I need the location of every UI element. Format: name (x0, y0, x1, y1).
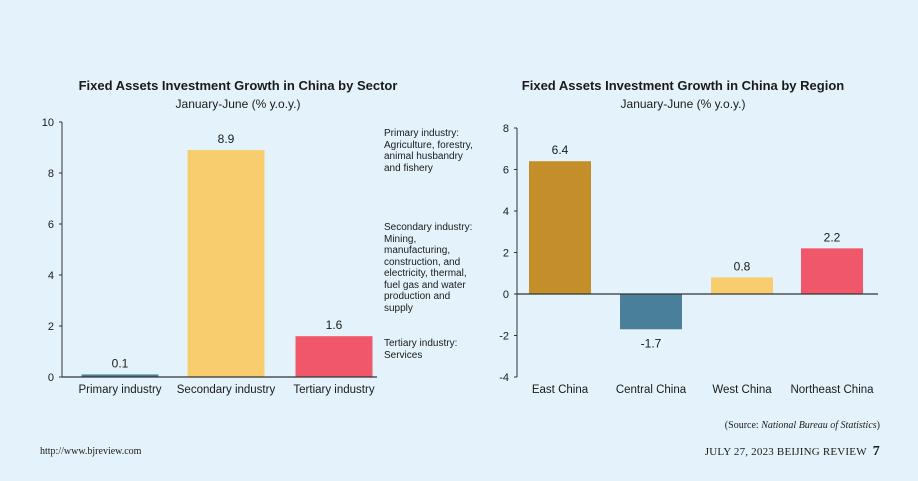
y-tick-label: 2 (48, 321, 54, 333)
value-label-west-china: 0.8 (734, 259, 751, 273)
secondary-industry-note: Secondary industry: Mining, manufacturin… (384, 222, 473, 314)
y-tick-label: 8 (48, 168, 54, 180)
y-tick-label: 0 (48, 372, 54, 384)
source-name: National Bureau of Statistics (761, 420, 877, 431)
category-label-primary-industry: Primary industry (78, 384, 161, 396)
category-label-tertiary-industry: Tertiary industry (293, 384, 374, 396)
bar-central-china (620, 294, 682, 330)
y-tick-label: 8 (503, 123, 509, 135)
footer-issue: JULY 27, 2023 BEIJING REVIEW 7 (705, 444, 880, 460)
category-label-secondary-industry: Secondary industry (177, 384, 276, 396)
primary-industry-note: Primary industry: Agriculture, forestry,… (384, 128, 473, 174)
value-label-northeast-china: 2.2 (824, 230, 841, 244)
source-prefix: (Source: (724, 420, 762, 431)
y-tick-label: 4 (48, 270, 54, 282)
y-tick-label: -4 (499, 372, 509, 384)
category-label-central-china: Central China (616, 384, 687, 396)
value-label-secondary-industry: 8.9 (218, 132, 235, 146)
value-label-primary-industry: 0.1 (112, 356, 129, 370)
value-label-east-china: 6.4 (552, 143, 569, 157)
bar-primary-industry (81, 374, 159, 377)
y-tick-label: 4 (503, 206, 509, 218)
category-label-east-china: East China (532, 384, 589, 396)
bar-northeast-china (801, 248, 863, 294)
y-tick-label: 6 (48, 219, 54, 231)
region-chart-subtitle: January-June (% y.o.y.) (620, 97, 746, 111)
tertiary-industry-note: Tertiary industry: Services (384, 338, 458, 361)
footer-issue-text: JULY 27, 2023 BEIJING REVIEW (704, 446, 867, 458)
footer-url: http://www.bjreview.com (40, 446, 142, 457)
source-credit: (Source: National Bureau of Statistics) (725, 420, 880, 431)
y-tick-label: 0 (503, 289, 509, 301)
y-tick-label: -2 (499, 331, 509, 343)
category-label-northeast-china: Northeast China (790, 384, 874, 396)
bar-tertiary-industry (295, 336, 373, 377)
bar-east-china (529, 161, 591, 294)
y-tick-label: 6 (503, 165, 509, 177)
sector-chart-title: Fixed Assets Investment Growth in China … (78, 78, 398, 93)
page-number: 7 (872, 444, 880, 459)
source-suffix: ) (876, 420, 880, 431)
y-tick-label: 10 (42, 117, 54, 129)
category-label-west-china: West China (712, 384, 772, 396)
value-label-tertiary-industry: 1.6 (326, 318, 343, 332)
bar-secondary-industry (187, 150, 265, 377)
y-tick-label: 2 (503, 248, 509, 260)
sector-chart-subtitle: January-June (% y.o.y.) (175, 97, 301, 111)
bar-west-china (711, 277, 773, 294)
value-label-central-china: -1.7 (641, 336, 662, 350)
region-chart-title: Fixed Assets Investment Growth in China … (521, 78, 845, 93)
